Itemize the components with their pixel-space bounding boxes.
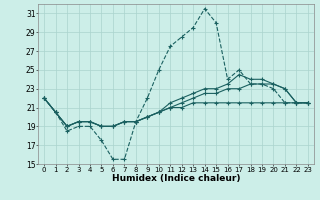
X-axis label: Humidex (Indice chaleur): Humidex (Indice chaleur): [112, 174, 240, 183]
